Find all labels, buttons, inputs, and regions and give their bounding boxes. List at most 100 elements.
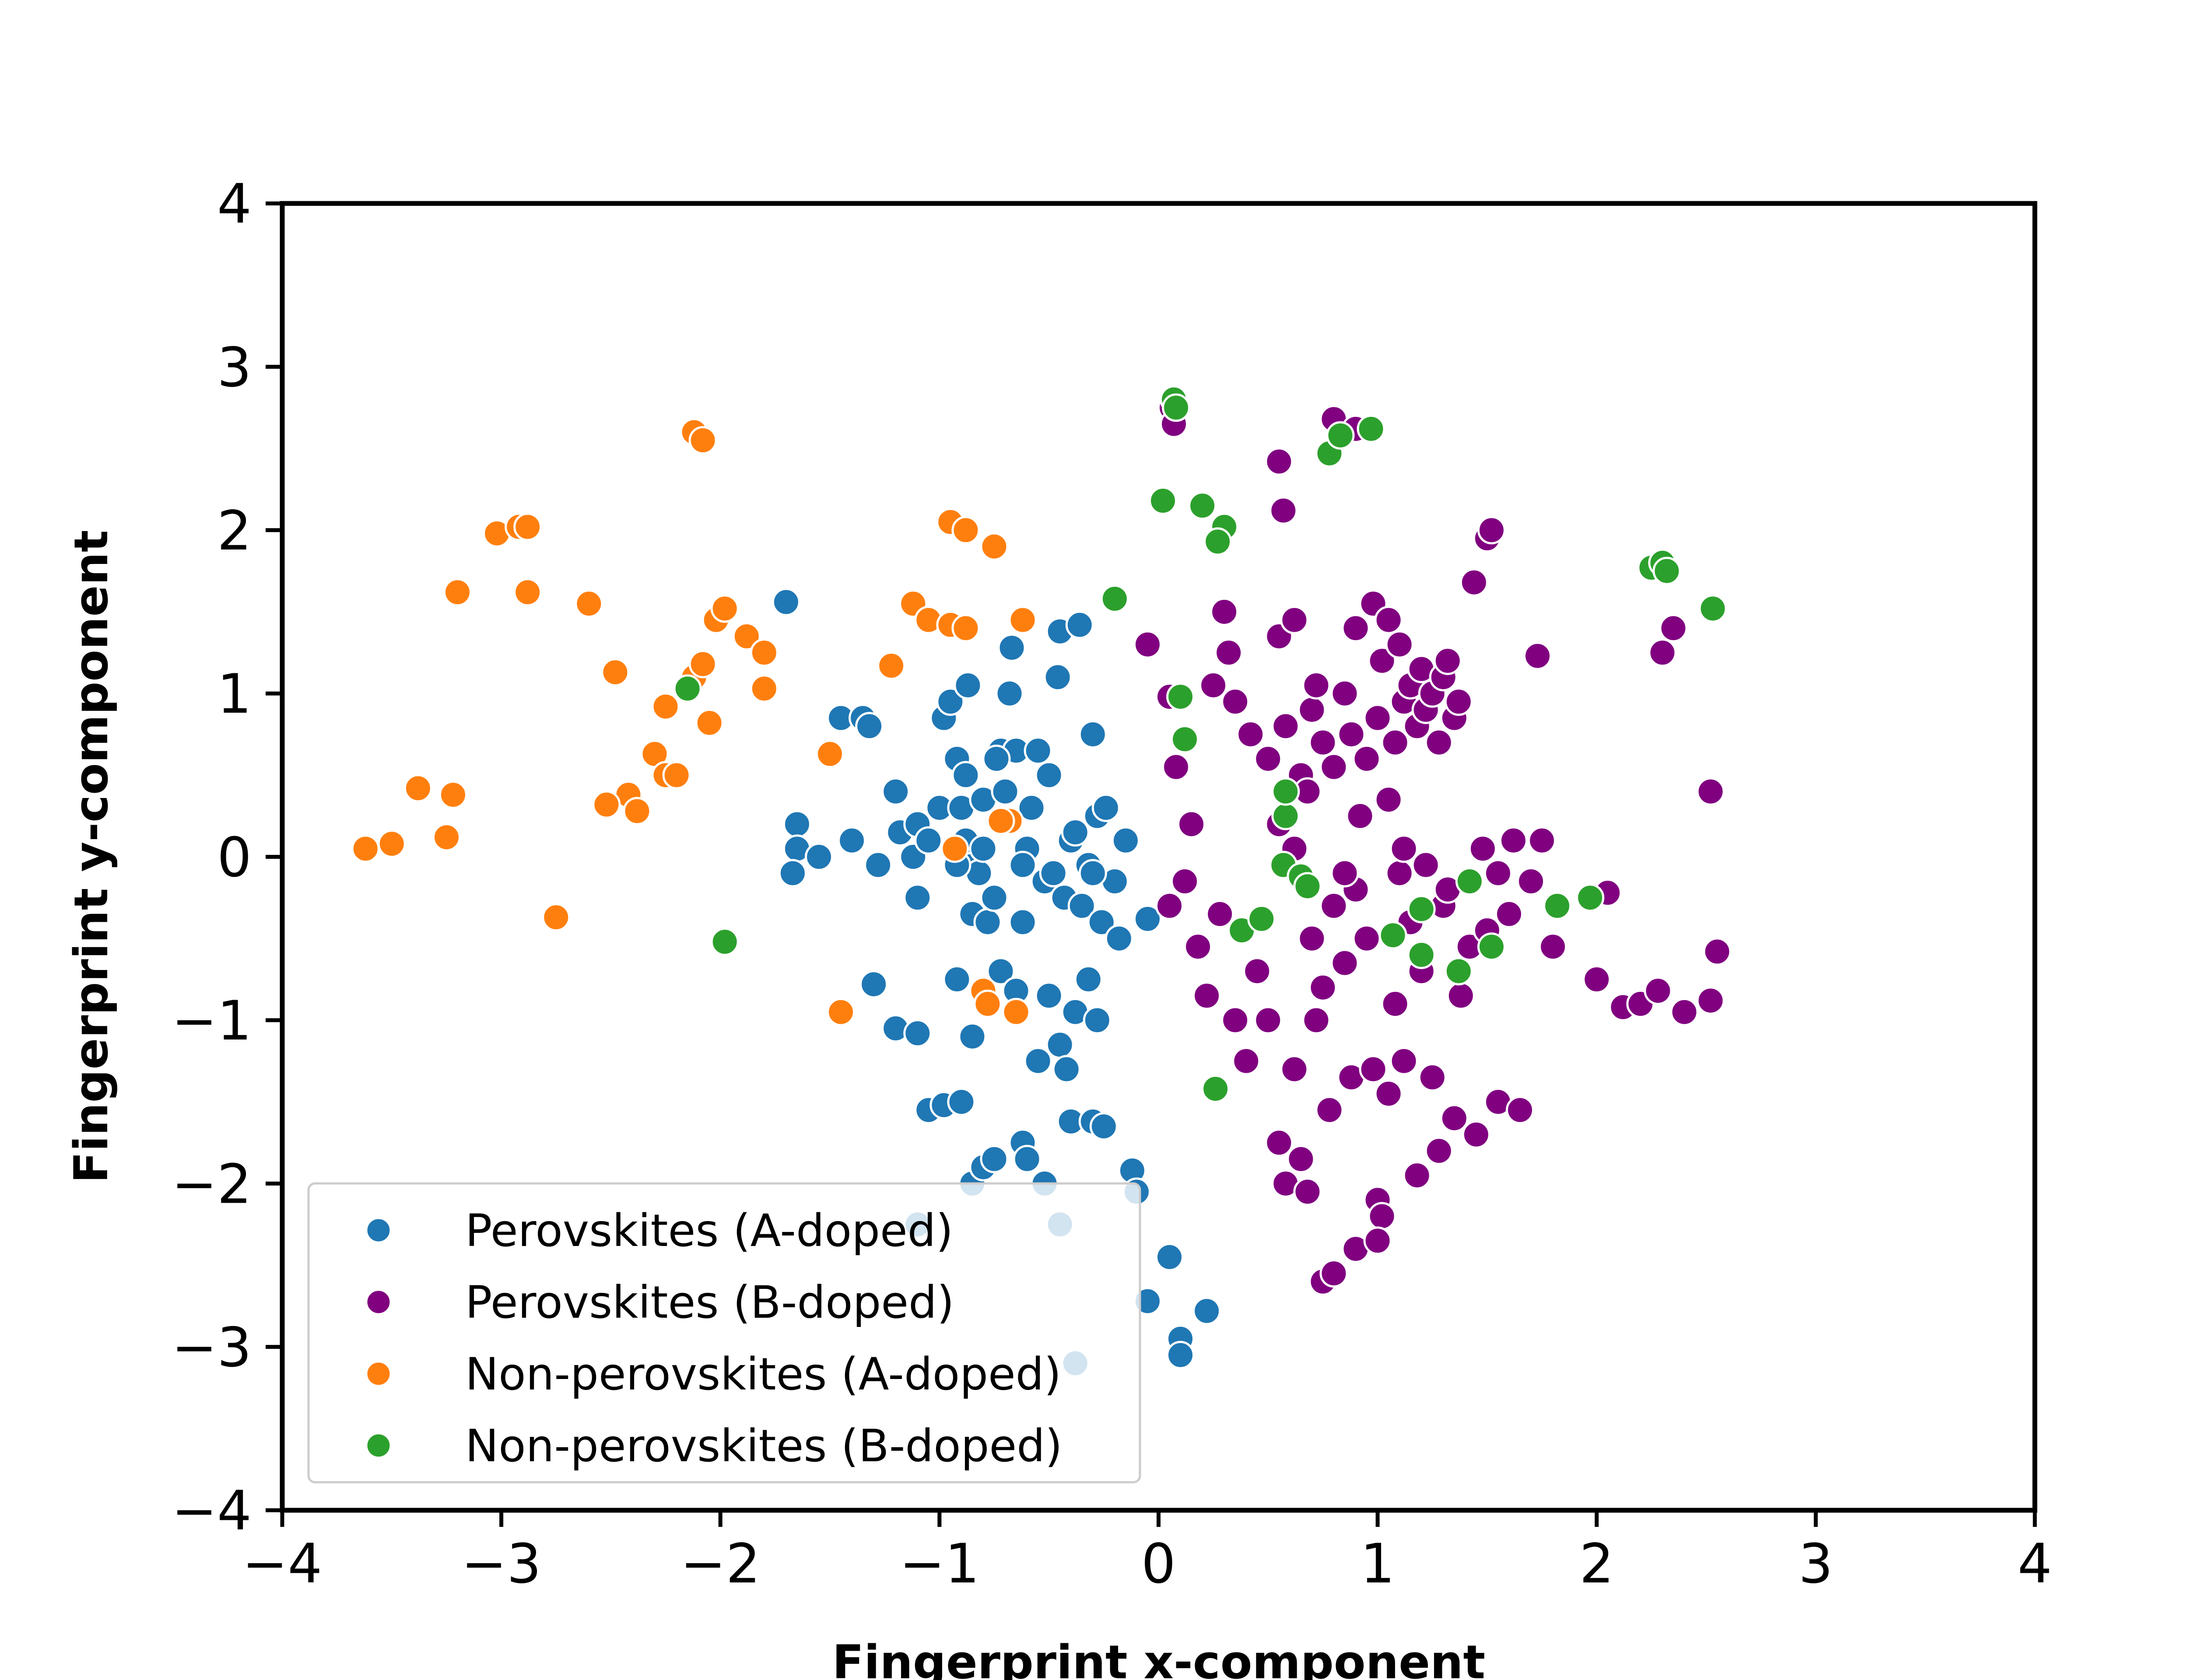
data-point (592, 790, 621, 819)
data-point (1506, 1096, 1535, 1124)
data-point (1287, 1144, 1315, 1173)
x-tick-label: 2 (1579, 1533, 1614, 1596)
data-point (1210, 597, 1239, 626)
x-tick-label: −1 (899, 1533, 979, 1596)
data-point (1254, 744, 1283, 773)
legend-box (307, 1182, 1141, 1484)
legend-label: Perovskites (A-doped) (465, 1205, 953, 1257)
x-tick-label: 0 (1141, 1533, 1176, 1596)
data-point (1528, 826, 1557, 855)
data-point (1389, 1046, 1418, 1075)
data-point (542, 903, 571, 932)
data-point (1188, 491, 1217, 520)
data-point (1002, 998, 1031, 1026)
data-point (1477, 516, 1506, 545)
y-axis-label: Fingerprint y-component (64, 530, 118, 1183)
data-point (1247, 904, 1276, 933)
data-point (710, 594, 739, 623)
data-point (855, 712, 884, 741)
data-point (951, 761, 980, 790)
y-axis-ticks: −4 −3 −2 −1 0 1 2 3 4 (172, 173, 282, 1543)
data-point (1352, 744, 1381, 773)
data-point (859, 970, 888, 999)
data-point (980, 883, 1009, 912)
data-point (1008, 850, 1037, 879)
data-point (940, 834, 969, 863)
data-point (432, 823, 461, 852)
data-point (1357, 414, 1385, 443)
legend-label: Non-perovskites (B-doped) (465, 1420, 1062, 1472)
x-tick-label: −4 (242, 1533, 323, 1596)
data-point (1407, 895, 1436, 924)
series-3 (673, 385, 1727, 1103)
data-point (1243, 957, 1272, 986)
data-point (1162, 393, 1191, 422)
data-point (1091, 793, 1120, 822)
data-point (1433, 646, 1462, 675)
data-point (1162, 752, 1191, 781)
data-point (1407, 941, 1436, 970)
data-point (1446, 981, 1475, 1010)
data-point (1381, 990, 1410, 1018)
data-point (1089, 1112, 1118, 1141)
data-point (903, 1019, 932, 1048)
data-point (575, 589, 603, 618)
data-point (1374, 1079, 1403, 1108)
data-point (1166, 1340, 1195, 1369)
legend-marker (365, 1217, 392, 1244)
data-point (969, 834, 998, 863)
data-point (1319, 892, 1348, 920)
legend-marker (365, 1360, 392, 1387)
data-point (1192, 1296, 1221, 1325)
data-point (1111, 826, 1140, 855)
data-point (958, 1022, 987, 1051)
data-point (1576, 883, 1605, 912)
x-tick-label: 3 (1799, 1533, 1833, 1596)
data-point (601, 658, 630, 687)
data-point (805, 843, 834, 871)
data-point (943, 965, 971, 994)
data-point (1341, 614, 1370, 643)
data-point (1696, 777, 1725, 806)
data-point (1403, 1161, 1431, 1190)
data-point (513, 512, 542, 541)
data-point (980, 1144, 1009, 1173)
data-point (1100, 584, 1129, 613)
data-point (1696, 986, 1725, 1015)
data-point (903, 883, 932, 912)
data-point (1385, 859, 1414, 888)
data-point (1411, 850, 1440, 879)
data-point (1065, 610, 1094, 639)
data-point (1297, 924, 1326, 953)
data-point (443, 578, 472, 607)
data-point (1517, 867, 1546, 896)
data-point (1424, 1137, 1453, 1166)
data-point (1083, 1006, 1112, 1035)
data-point (1034, 761, 1063, 790)
data-point (710, 928, 739, 956)
y-tick-label: −4 (172, 1480, 252, 1543)
data-point (695, 708, 724, 737)
data-point (1495, 900, 1523, 928)
data-point (1269, 496, 1298, 525)
data-point (881, 777, 910, 806)
data-point (1008, 908, 1037, 937)
data-point (1206, 900, 1234, 928)
data-point (673, 674, 702, 703)
x-tick-label: 4 (2018, 1533, 2052, 1596)
data-point (732, 622, 761, 651)
data-point (688, 426, 717, 455)
data-point (1254, 1006, 1283, 1035)
legend-label: Non-perovskites (A-doped) (465, 1348, 1061, 1400)
legend-marker (365, 1288, 392, 1316)
data-point (1271, 802, 1300, 830)
data-point (838, 826, 866, 855)
data-point (997, 634, 1026, 662)
data-point (1302, 671, 1331, 700)
data-point (1315, 1096, 1344, 1124)
data-point (1444, 957, 1473, 986)
data-point (662, 761, 691, 790)
data-point (973, 990, 1002, 1018)
data-point (1271, 712, 1300, 741)
